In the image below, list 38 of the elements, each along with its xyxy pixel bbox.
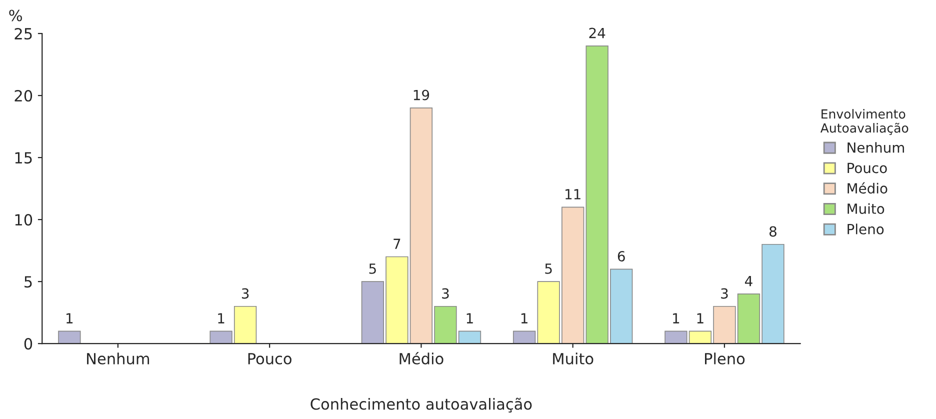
data-label: 7 [394,238,400,249]
data-label: 1 [466,313,473,324]
legend-label: Pouco [848,162,887,174]
x-tick-label: Pouco [248,353,292,364]
legend-label: Muito [848,203,884,214]
data-label: 5 [545,264,552,274]
data-label: 1 [521,313,528,324]
data-label: 3 [721,288,728,299]
bar [58,330,81,344]
legend-label: Nenhum [848,142,904,153]
legend-title: Envolvimento Autoavaliação [820,109,908,135]
x-axis-title: Conhecimento autoavaliação [310,398,532,413]
data-label: 8 [770,226,776,237]
legend-label: Médio [848,182,888,194]
data-label: 4 [744,276,752,286]
y-tick-label: 25 [14,28,32,40]
data-label: 6 [618,251,625,262]
y-tick-label: 5 [24,276,32,288]
x-tick-label: Muito [553,352,594,364]
data-label: 1 [673,313,680,324]
x-tick-label: Nenhum [87,352,150,364]
data-label: 19 [414,90,430,100]
data-label: 3 [242,288,249,299]
data-label: 1 [66,313,73,324]
data-label: 1 [218,313,224,324]
x-tick-label: Médio [400,352,444,364]
data-label: 5 [369,264,376,274]
y-tick-label: 10 [15,214,32,226]
legend-label: Pleno [848,224,884,234]
data-label: 3 [442,288,449,299]
y-axis-title: % [9,10,22,22]
x-tick-label: Pleno [705,352,745,364]
data-label: 11 [566,189,580,200]
data-label: 24 [589,28,606,38]
data-label: 1 [697,313,704,324]
y-tick-label: 15 [15,152,32,164]
y-tick-label: 20 [14,90,32,102]
y-tick-label: 0 [24,338,32,350]
